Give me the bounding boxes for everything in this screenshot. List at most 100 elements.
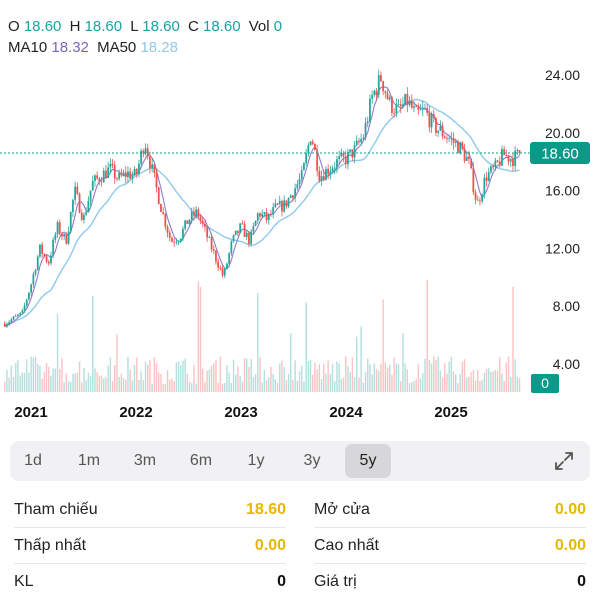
candle-body (485, 177, 488, 181)
open-price-value: 0.00 (554, 501, 586, 518)
candle-body (331, 168, 334, 172)
volume-bar (435, 360, 437, 392)
y-tick-label: 12.00 (545, 240, 580, 256)
candle-body (232, 234, 235, 242)
candle-body (391, 97, 393, 113)
divider (14, 527, 286, 528)
volume-bar (424, 358, 426, 392)
volume-bar (162, 383, 164, 392)
candle-body (430, 113, 433, 128)
volume-bar (41, 378, 43, 392)
volume-bar (360, 326, 362, 392)
volume-bar (496, 370, 499, 392)
candle-body (432, 113, 435, 118)
volume-bar (226, 365, 228, 392)
last-price-tag (530, 142, 590, 165)
candle-body (259, 213, 261, 217)
divider (14, 563, 286, 564)
volume-bar (371, 374, 373, 392)
price-chart[interactable]: 18.60 24.00 20.00 16.00 12.00 8.00 4.00 0 2021 20… (0, 0, 600, 430)
candle-body (8, 322, 11, 324)
volume-bar (367, 358, 369, 392)
timeframe-3y-button[interactable]: 3y (303, 452, 321, 469)
ma50-value: 18.28 (140, 39, 178, 56)
volume-bar (107, 365, 109, 392)
volume-bar (67, 381, 70, 392)
volume-bar (28, 372, 30, 392)
candle-body (353, 145, 356, 158)
volume-bar (499, 356, 501, 392)
candle-body (21, 310, 24, 313)
candle-body (96, 175, 99, 179)
volume-bar (4, 381, 6, 392)
timeframe-6m-button[interactable]: 6m (189, 452, 213, 469)
candle-body (6, 323, 8, 327)
volume-bar (228, 372, 230, 392)
candle-body (124, 172, 127, 178)
volume-bar (413, 381, 415, 392)
volume-bar (318, 364, 321, 392)
candle-body (250, 231, 253, 244)
volume-bar (37, 364, 39, 392)
volume-bar (191, 383, 193, 392)
volume-bar (518, 378, 521, 392)
timeframe-1d-button[interactable]: 1d (24, 452, 42, 469)
candle-body (47, 261, 50, 264)
volume-bar (230, 382, 233, 392)
reference-label: Tham chiếu (14, 501, 98, 518)
volume-bar (193, 365, 195, 392)
candle-body (197, 209, 200, 217)
volume-bar (254, 374, 257, 392)
candle-body (30, 284, 33, 293)
candle-body (494, 160, 497, 168)
volume-bar (492, 371, 494, 392)
candle-body (375, 90, 378, 96)
candle-body (144, 148, 147, 154)
volume-bar (417, 364, 420, 392)
candle-body (470, 158, 473, 169)
candle-body (342, 152, 345, 157)
candle-body (340, 152, 343, 157)
volume-bar (169, 379, 171, 392)
timeframe-1m-button[interactable]: 1m (77, 452, 101, 469)
volume-bar (19, 376, 21, 392)
candle-body (164, 213, 167, 227)
candle-body (503, 149, 506, 156)
timeframe-3m-button[interactable]: 3m (133, 452, 157, 469)
volume-bar (294, 360, 296, 392)
candle-body (465, 156, 468, 161)
candle-body (239, 223, 242, 233)
volume-bar (56, 313, 59, 392)
volume-bar (307, 361, 310, 392)
volume-bar (63, 382, 65, 392)
candle-body (243, 223, 246, 237)
volume-bar (12, 377, 15, 392)
volume-bar (312, 374, 314, 392)
timeframe-5y-button[interactable]: 5y (345, 444, 391, 478)
candle-body (320, 176, 323, 181)
candle-body (410, 100, 413, 108)
candle-body (362, 137, 365, 139)
volume-bar (235, 374, 237, 392)
candle-body (19, 312, 22, 315)
expand-icon[interactable] (552, 449, 576, 473)
volume-bar (87, 372, 90, 392)
candle-body (369, 98, 371, 122)
stat-low: Thấp nhất 0.00 (14, 528, 286, 563)
volume-bar (265, 380, 268, 392)
volume-bar (459, 374, 461, 392)
volume-bar (351, 357, 354, 392)
candle-body (94, 175, 96, 181)
candle-body (221, 268, 224, 276)
candle-body (490, 166, 492, 173)
volume-bar (182, 360, 184, 392)
candle-body (333, 167, 336, 169)
candle-body (382, 81, 385, 92)
volume-bar (232, 359, 235, 392)
candle-body (384, 91, 387, 94)
candle-body (78, 193, 81, 213)
timeframe-1y-button[interactable]: 1y (247, 452, 265, 469)
open-price-label: Mở cửa (314, 501, 370, 518)
volume-bar (177, 361, 180, 392)
